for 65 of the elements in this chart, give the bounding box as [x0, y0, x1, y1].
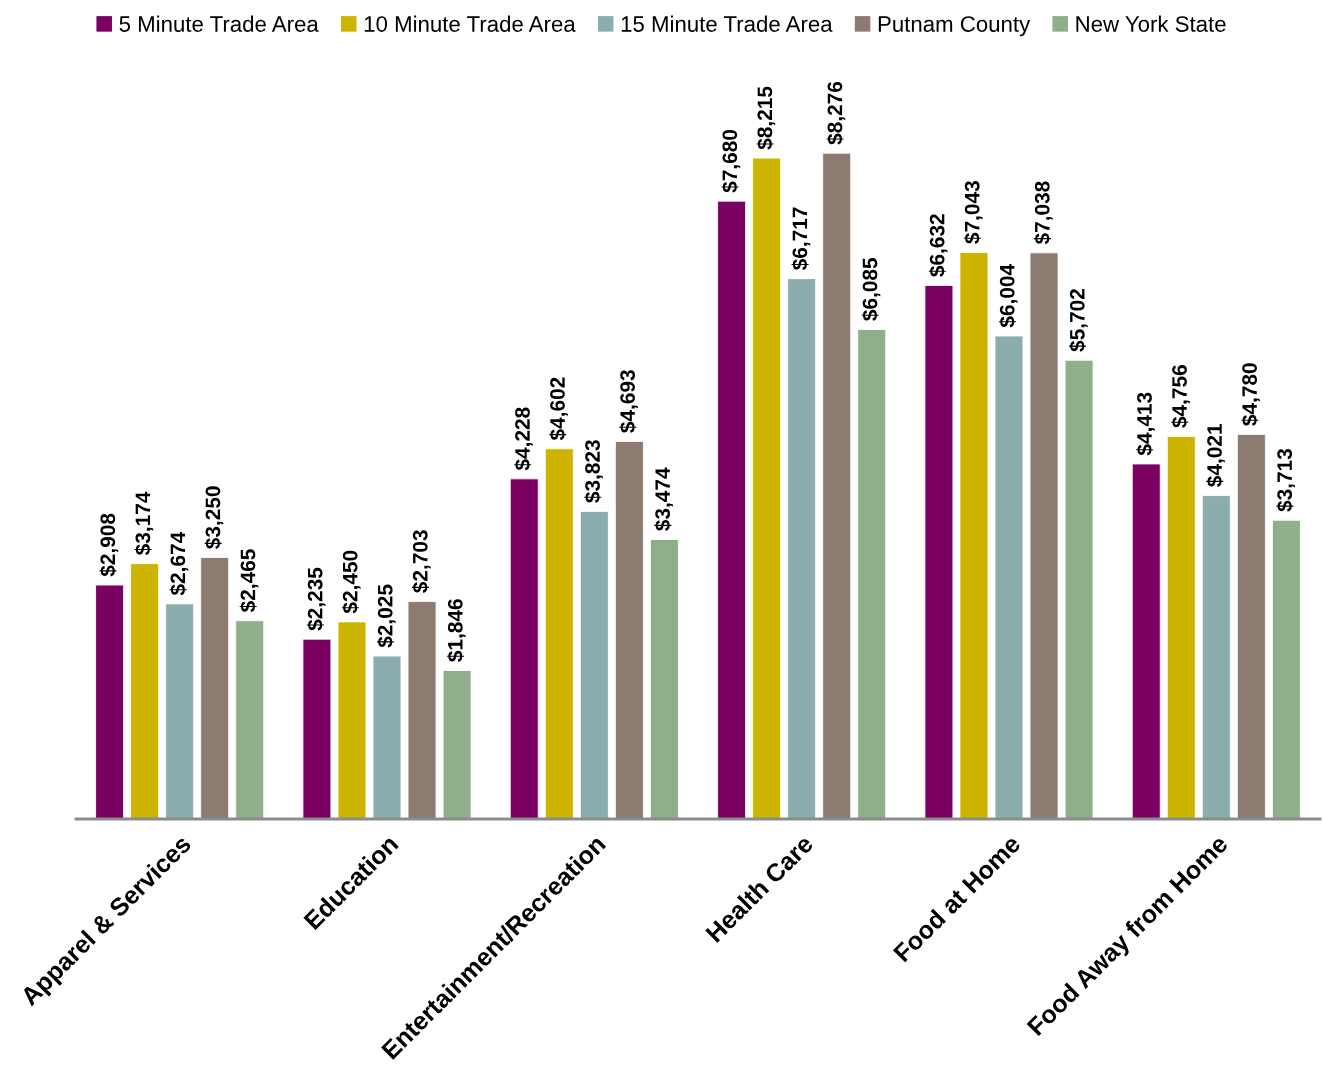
legend-label: 5 Minute Trade Area	[119, 15, 319, 32]
bar	[717, 200, 746, 819]
bar	[372, 655, 402, 819]
bar	[924, 285, 954, 819]
data-label: $2,450	[341, 550, 361, 614]
data-label: $2,025	[376, 584, 396, 648]
bar	[579, 511, 609, 819]
legend-label: 10 Minute Trade Area	[364, 15, 576, 32]
data-label: $7,038	[1033, 181, 1053, 245]
data-label: $4,413	[1136, 392, 1155, 456]
data-label: $3,713	[1276, 448, 1296, 512]
data-label: $4,693	[619, 370, 638, 433]
bar	[752, 157, 782, 819]
bar	[442, 670, 472, 819]
bar	[1201, 495, 1231, 819]
bar	[337, 621, 367, 819]
data-label: $5,702	[1069, 289, 1088, 352]
bar	[822, 152, 852, 819]
bar	[857, 329, 887, 819]
data-label: $6,632	[928, 214, 948, 277]
data-label: $2,235	[306, 567, 326, 631]
bar	[959, 251, 989, 819]
bar	[994, 335, 1024, 819]
bar	[1064, 359, 1094, 819]
data-label: $8,276	[826, 81, 846, 145]
bar	[650, 539, 679, 819]
legend-label: 15 Minute Trade Area	[621, 15, 833, 32]
data-label: $6,085	[861, 258, 881, 321]
bar	[95, 584, 124, 819]
data-label: $3,250	[204, 486, 224, 549]
data-label: $6,004	[998, 264, 1018, 328]
data-label: $4,602	[549, 377, 568, 441]
bar	[1131, 463, 1161, 819]
bar	[1272, 519, 1301, 819]
bar	[1236, 434, 1266, 819]
legend-label: New York State	[1076, 15, 1226, 32]
data-label: $3,474	[654, 467, 674, 531]
bar	[130, 563, 160, 819]
data-label: $4,756	[1171, 365, 1190, 428]
data-label: $7,043	[963, 181, 983, 244]
legend-label: Putnam County	[878, 16, 1031, 37]
data-label: $3,174	[134, 491, 154, 556]
bar	[1029, 252, 1059, 819]
data-label: $2,908	[99, 513, 119, 577]
bar	[407, 601, 437, 819]
bar	[200, 557, 230, 819]
data-label: $3,823	[584, 440, 603, 503]
data-label: $4,780	[1241, 363, 1260, 426]
bar	[509, 478, 539, 819]
data-label: $8,215	[756, 86, 776, 150]
bar	[787, 278, 817, 819]
bar	[1166, 435, 1196, 819]
bar	[165, 603, 195, 819]
data-label: $7,680	[721, 129, 741, 193]
data-label: $6,717	[791, 207, 811, 271]
bar	[544, 448, 574, 819]
bar	[614, 441, 644, 819]
data-label: $2,465	[239, 549, 259, 613]
data-label: $4,228	[514, 407, 533, 471]
bar	[235, 620, 265, 819]
bar	[302, 638, 332, 819]
data-label: $1,846	[447, 599, 466, 662]
data-label: $2,674	[169, 531, 189, 596]
data-label: $2,703	[411, 530, 431, 593]
data-label: $4,021	[1206, 424, 1225, 487]
